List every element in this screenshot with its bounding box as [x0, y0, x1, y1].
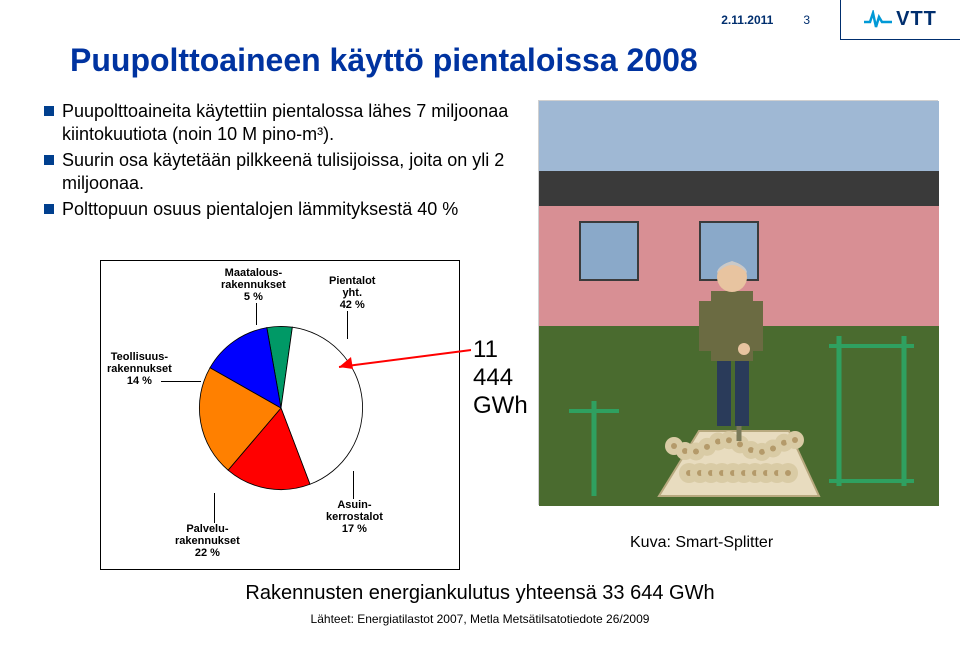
pie-label-asuin: Asuin- kerrostalot 17 %	[326, 499, 383, 535]
pie-label-palvelu: Palvelu- rakennukset 22 %	[175, 523, 240, 559]
photo-smart-splitter	[538, 100, 938, 505]
logo-text: VTT	[896, 8, 937, 31]
bullet-text: Puupolttoaineita käytettiin pientalossa …	[62, 100, 514, 145]
bullet-square-icon	[44, 155, 54, 165]
vtt-logo: VTT	[840, 0, 960, 40]
bullet-square-icon	[44, 106, 54, 116]
pie-label-pientalot: Pientalot yht. 42 %	[329, 275, 375, 311]
annotation-arrow-icon	[329, 319, 479, 379]
leader-line	[161, 381, 201, 382]
footer-main: Rakennusten energiankulutus yhteensä 33 …	[0, 582, 960, 605]
slide-header: 2.11.2011 3 VTT	[721, 0, 960, 40]
header-page-number: 3	[803, 13, 810, 27]
leader-line	[256, 303, 257, 325]
footer-source: Lähteet: Energiatilastot 2007, Metla Met…	[0, 612, 960, 626]
bullet-text: Suurin osa käytetään pilkkeenä tulisijoi…	[62, 149, 514, 194]
bullet-item: Suurin osa käytetään pilkkeenä tulisijoi…	[44, 149, 514, 194]
slide-title: Puupolttoaineen käyttö pientaloissa 2008	[70, 42, 698, 79]
photo-caption: Kuva: Smart-Splitter	[630, 534, 773, 552]
pulse-icon	[864, 10, 892, 30]
header-date: 2.11.2011	[721, 13, 773, 27]
pie-label-maatalous: Maatalous- rakennukset 5 %	[221, 267, 286, 303]
leader-line	[214, 493, 215, 523]
bullet-square-icon	[44, 204, 54, 214]
pie-chart-container: Maatalous- rakennukset 5 % Pientalot yht…	[100, 260, 460, 570]
bullet-item: Polttopuun osuus pientalojen lämmitykses…	[44, 198, 514, 221]
bullet-text: Polttopuun osuus pientalojen lämmitykses…	[62, 198, 458, 221]
bullet-list: Puupolttoaineita käytettiin pientalossa …	[44, 100, 514, 225]
annotation-gwh: 11 444 GWh	[471, 336, 530, 420]
bullet-item: Puupolttoaineita käytettiin pientalossa …	[44, 100, 514, 145]
